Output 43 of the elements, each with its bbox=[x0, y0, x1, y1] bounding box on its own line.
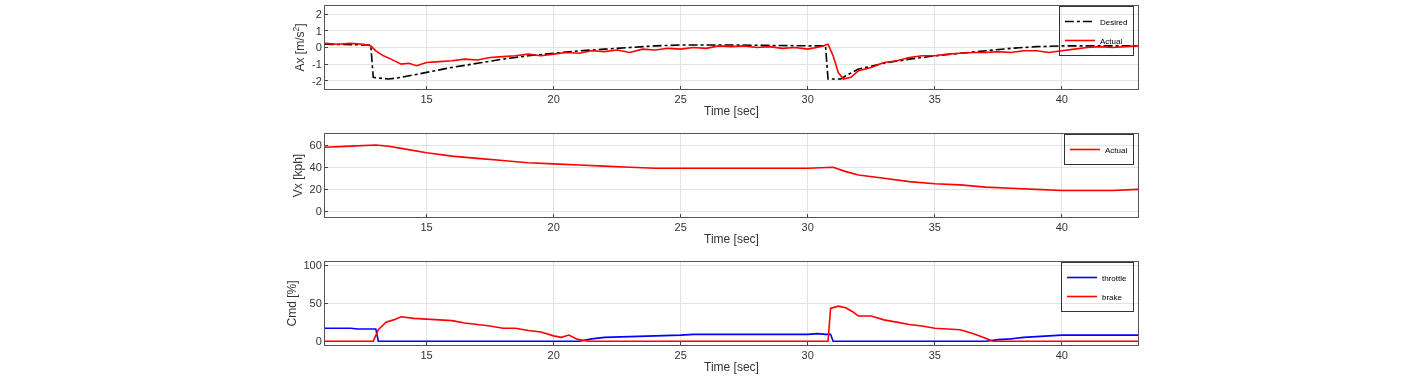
x-tick-label: 25 bbox=[674, 221, 687, 234]
x-tick-label: 30 bbox=[801, 349, 814, 362]
x-axis-title: Time [sec] bbox=[704, 360, 759, 375]
x-tick-label: 25 bbox=[674, 93, 687, 106]
legend-label: throttle bbox=[1101, 273, 1127, 283]
x-tick-label: 40 bbox=[1055, 349, 1068, 362]
y-tick-label: 20 bbox=[309, 183, 322, 196]
line-series bbox=[325, 144, 1138, 192]
x-tick-label: 35 bbox=[928, 349, 941, 362]
x-tick-label: 40 bbox=[1055, 93, 1068, 106]
x-tick-label: 15 bbox=[420, 221, 433, 234]
x-tick-label: 35 bbox=[928, 93, 941, 106]
line-series bbox=[325, 327, 1138, 342]
x-tick-label: 25 bbox=[674, 349, 687, 362]
x-tick-label: 15 bbox=[420, 349, 433, 362]
y-tick-label: 50 bbox=[309, 296, 322, 309]
y-tick-label: 1 bbox=[315, 24, 322, 37]
y-axis-title: Vx [kph] bbox=[290, 153, 305, 198]
legend-label: Desired bbox=[1099, 17, 1128, 27]
y-tick-label: 60 bbox=[309, 138, 322, 151]
x-tick-label: 35 bbox=[928, 221, 941, 234]
legend-label: Actual bbox=[1104, 145, 1128, 155]
legend-label: brake bbox=[1101, 292, 1123, 302]
x-tick-label: 30 bbox=[801, 93, 814, 106]
y-tick-label: -2 bbox=[312, 74, 322, 87]
x-tick-label: 20 bbox=[547, 93, 560, 106]
x-tick-label: 20 bbox=[547, 221, 560, 234]
y-tick-label: 100 bbox=[303, 258, 322, 271]
x-tick-label: 30 bbox=[801, 221, 814, 234]
y-tick-label: 40 bbox=[309, 161, 322, 174]
y-tick-label: 0 bbox=[315, 205, 322, 218]
x-tick-label: 40 bbox=[1055, 221, 1068, 234]
legend-label: Actual bbox=[1099, 36, 1123, 46]
x-axis-title: Time [sec] bbox=[704, 232, 759, 247]
x-tick-label: 20 bbox=[547, 349, 560, 362]
y-tick-label: 2 bbox=[315, 8, 322, 21]
y-tick-label: 0 bbox=[315, 41, 322, 54]
y-tick-label: 0 bbox=[315, 335, 322, 348]
y-axis-title: Cmd [%] bbox=[284, 280, 299, 327]
x-axis-title: Time [sec] bbox=[704, 104, 759, 119]
line-series bbox=[325, 305, 1138, 342]
y-tick-label: -1 bbox=[312, 57, 322, 70]
x-tick-label: 15 bbox=[420, 93, 433, 106]
